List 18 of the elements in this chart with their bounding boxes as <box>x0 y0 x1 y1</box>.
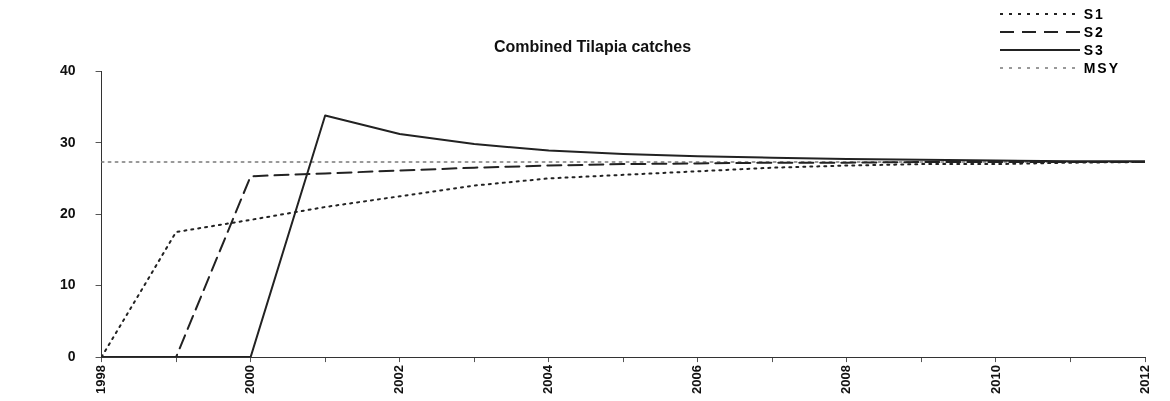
x-tick-label: 2008 <box>838 365 854 394</box>
legend-label: S3 <box>1083 42 1105 58</box>
x-tick-label: 1998 <box>93 365 109 394</box>
y-tick-label: 30 <box>59 133 76 150</box>
legend-label: MSY <box>1083 60 1120 76</box>
x-tick-label: 2002 <box>391 365 407 394</box>
y-tick-label: 10 <box>59 276 76 293</box>
y-tick-label: 40 <box>59 62 76 79</box>
y-tick-label: 0 <box>67 347 76 364</box>
x-tick-label: 2004 <box>540 364 556 394</box>
chart-title: Combined Tilapia catches <box>493 38 692 56</box>
x-tick-label: 2012 <box>1136 365 1152 394</box>
y-tick-label: 20 <box>59 205 76 221</box>
legend-label: S1 <box>1083 6 1105 22</box>
x-tick-label: 2006 <box>689 365 705 394</box>
x-tick-label: 2000 <box>242 365 258 394</box>
x-tick-label: 2010 <box>987 365 1003 394</box>
legend-label: S2 <box>1083 24 1105 40</box>
